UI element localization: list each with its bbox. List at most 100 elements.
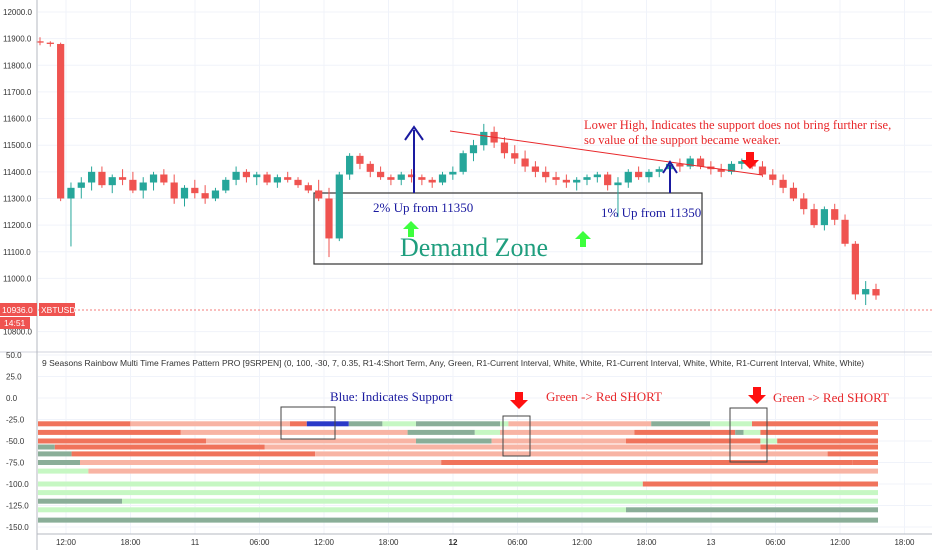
indicator-segment (852, 460, 878, 465)
candle (717, 163, 725, 178)
candle (222, 177, 230, 194)
candle (469, 139, 478, 162)
indicator-segment (752, 421, 878, 427)
candle (149, 171, 158, 191)
indicator-segment (827, 451, 878, 457)
y-tick-label: 11100.0 (3, 248, 31, 257)
x-tick-label: 13 (707, 538, 716, 547)
y-tick-label: -100.0 (6, 480, 29, 489)
x-tick-label: 11 (191, 538, 200, 547)
demand-zone-box (313, 192, 703, 265)
candle (593, 171, 601, 183)
indicator-segment (634, 429, 736, 435)
indicator-segment (710, 421, 752, 427)
indicator-segment (441, 460, 853, 465)
candle (851, 241, 859, 300)
indicator-rows (38, 421, 878, 523)
indicator-segment (760, 438, 778, 444)
indicator-row (38, 421, 878, 427)
indicator-segment (88, 468, 878, 474)
candle (36, 37, 44, 46)
candle (304, 182, 312, 194)
indicator-segment (38, 468, 89, 474)
x-tick-label: 06:00 (507, 538, 528, 547)
indicator-segment (626, 507, 878, 513)
indicator-segment (491, 438, 626, 444)
price-badge: 10936.0 14:51 XBTUSD (0, 303, 75, 329)
y-tick-label: 11800.0 (3, 61, 32, 70)
candle (170, 174, 178, 204)
candle (459, 150, 467, 175)
candle (686, 155, 694, 170)
indicator-segment (54, 444, 265, 450)
indicator-segment (777, 438, 878, 444)
up-1pct-label: 1% Up from 11350 (601, 205, 701, 220)
candle (325, 187, 333, 258)
green-up-arrow-icon (575, 231, 591, 247)
lower-high-annotation-2: so value of the support became weaker. (584, 133, 781, 147)
candle (624, 169, 632, 188)
short-highlight-box-2 (729, 407, 768, 463)
candle (789, 182, 798, 202)
candle (315, 179, 323, 202)
candle (284, 171, 292, 183)
candle (160, 169, 168, 186)
indicator-row (38, 460, 878, 465)
indicator-segment (416, 438, 492, 444)
candlestick-series (36, 37, 880, 306)
indicator-segment (180, 429, 408, 435)
indicator-segment (382, 421, 416, 427)
y-tick-label: 12000.0 (3, 8, 32, 17)
indicator-segment (416, 421, 500, 427)
indicator-segment (206, 438, 416, 444)
x-tick-label: 12:00 (314, 538, 335, 547)
x-tick-label: 18:00 (636, 538, 657, 547)
candle (511, 145, 519, 164)
indicator-row (38, 517, 878, 523)
up-arrow-2pct-icon (404, 125, 424, 193)
indicator-segment (38, 444, 55, 450)
candle (769, 169, 777, 186)
x-tick-label: 18:00 (378, 538, 399, 547)
indicator-segment (38, 451, 72, 457)
candle (552, 171, 560, 186)
candle (108, 174, 116, 194)
indicator-segment (130, 421, 290, 427)
candle (438, 171, 447, 186)
candle (407, 169, 416, 183)
candle (614, 177, 622, 218)
candle (46, 41, 54, 47)
lower-high-annotation: Lower High, Indicates the support does n… (584, 118, 891, 132)
red-down-arrow-icon (510, 392, 528, 409)
indicator-row (38, 468, 878, 474)
indicator-segment (38, 481, 643, 487)
candle (211, 187, 220, 202)
candle (500, 137, 509, 159)
green-up-arrow-icon (403, 221, 419, 237)
indicator-segment (626, 438, 761, 444)
x-tick-label: 12 (449, 538, 458, 547)
indicator-row (38, 444, 878, 450)
indicator-row (38, 438, 878, 444)
candle (232, 166, 240, 186)
y-axis-labels[interactable]: 12000.0 11900.0 11800.0 11700.0 11600.0 11500… (3, 8, 32, 532)
indicator-segment (348, 421, 383, 427)
y-tick-label: 11300.0 (3, 194, 32, 203)
x-tick-label: 18:00 (894, 538, 915, 547)
x-axis-labels[interactable]: 12:00 18:00 11 06:00 12:00 18:00 12 06:00 12:00 1… (56, 538, 915, 547)
indicator-row (38, 490, 878, 496)
candle (531, 161, 540, 178)
candle (387, 174, 395, 186)
candle (542, 166, 550, 183)
candle (273, 174, 281, 188)
indicator-segment (38, 490, 878, 496)
indicator-segment (38, 507, 626, 513)
indicator-segment (407, 429, 475, 435)
candle (635, 166, 643, 180)
y-tick-label: -50.0 (6, 437, 25, 446)
candle (655, 166, 663, 178)
short-label-1: Green -> Red SHORT (546, 389, 662, 404)
candle (242, 169, 251, 183)
